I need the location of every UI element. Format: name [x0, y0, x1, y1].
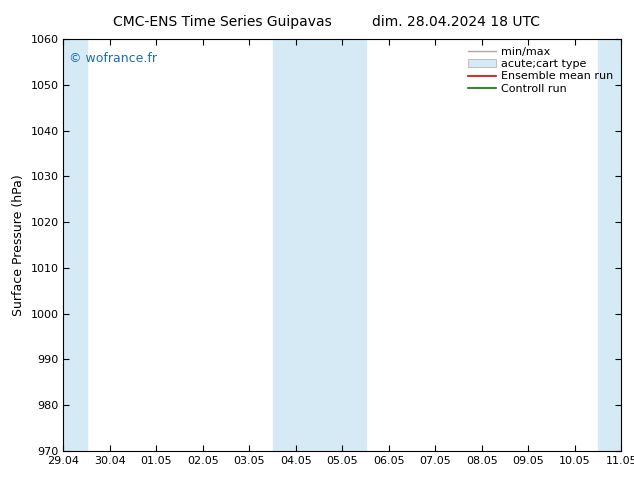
Legend: min/max, acute;cart type, Ensemble mean run, Controll run: min/max, acute;cart type, Ensemble mean …	[466, 45, 616, 96]
Bar	[40, 39, 87, 451]
Text: dim. 28.04.2024 18 UTC: dim. 28.04.2024 18 UTC	[373, 15, 540, 29]
Bar	[273, 39, 319, 451]
Y-axis label: Surface Pressure (hPa): Surface Pressure (hPa)	[12, 174, 25, 316]
Bar	[598, 39, 634, 451]
Text: CMC-ENS Time Series Guipavas: CMC-ENS Time Series Guipavas	[112, 15, 332, 29]
Text: © wofrance.fr: © wofrance.fr	[69, 51, 157, 65]
Bar	[319, 39, 366, 451]
